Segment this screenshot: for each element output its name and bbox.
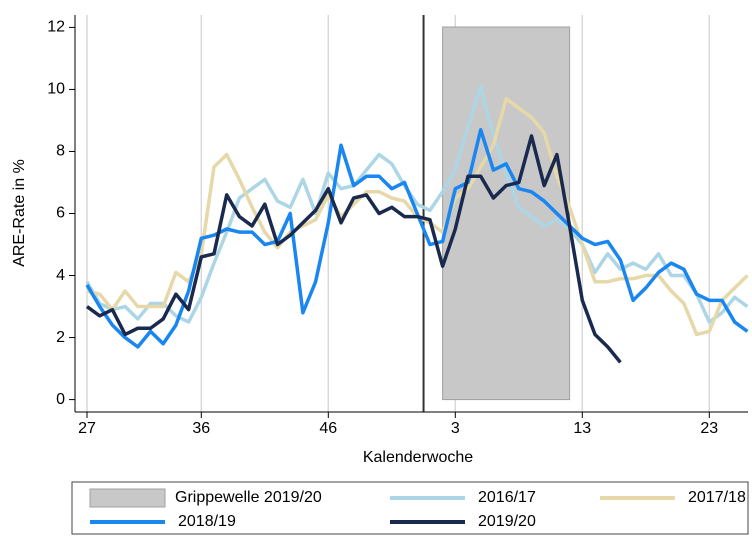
y-tick-label: 8	[56, 143, 65, 160]
legend-label: Grippewelle 2019/20	[175, 489, 322, 506]
series-line	[85, 128, 749, 349]
series-line	[85, 134, 622, 364]
x-axis-label: Kalenderwoche	[363, 449, 473, 466]
x-tick-label: 3	[451, 420, 460, 437]
series-line	[85, 84, 749, 324]
x-tick-label: 23	[700, 420, 718, 437]
legend-swatch	[89, 488, 166, 508]
y-tick-label: 12	[47, 19, 65, 36]
y-tick-label: 2	[56, 329, 65, 346]
legend-box	[71, 481, 749, 535]
legend-label: 2017/18	[688, 489, 746, 506]
y-tick-label: 10	[47, 81, 65, 98]
legend-label: 2018/19	[178, 513, 236, 530]
y-tick-label: 4	[56, 267, 65, 284]
x-tick-label: 46	[319, 420, 337, 437]
legend-label: 2016/17	[478, 489, 536, 506]
x-tick-label: 13	[573, 420, 591, 437]
legend-label: 2019/20	[478, 513, 536, 530]
flu-wave-band	[442, 26, 571, 401]
x-tick-label: 36	[192, 420, 210, 437]
y-tick-label: 0	[56, 391, 65, 408]
y-tick-label: 6	[56, 205, 65, 222]
y-axis-label: ARE-Rate in %	[11, 159, 28, 267]
x-tick-label: 27	[78, 420, 96, 437]
